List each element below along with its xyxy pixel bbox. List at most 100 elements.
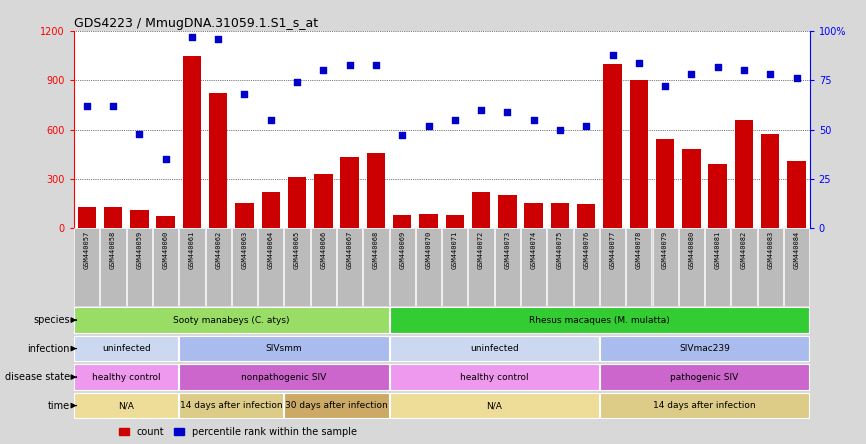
Text: Sooty manabeys (C. atys): Sooty manabeys (C. atys) (173, 316, 289, 325)
Bar (337, 228, 362, 306)
Text: GSM440075: GSM440075 (557, 230, 563, 269)
Text: GSM440080: GSM440080 (688, 230, 695, 269)
Bar (153, 228, 178, 306)
Text: SIVmac239: SIVmac239 (679, 344, 730, 353)
Text: GSM440077: GSM440077 (610, 230, 616, 269)
Point (711, 63, 725, 70)
Bar (604, 64, 622, 228)
Text: infection: infection (28, 344, 70, 353)
Point (211, 36, 225, 43)
Text: GSM440082: GSM440082 (741, 230, 747, 269)
Bar (787, 161, 805, 228)
Bar (551, 203, 569, 228)
Bar (600, 228, 625, 306)
Bar (494, 228, 520, 306)
Bar (179, 364, 389, 390)
Text: N/A: N/A (119, 401, 134, 410)
Point (80, 103, 94, 110)
Point (632, 59, 646, 66)
Bar (705, 228, 730, 306)
Point (290, 79, 304, 86)
Point (158, 155, 172, 163)
Bar (630, 80, 648, 228)
Bar (446, 215, 464, 228)
Bar (130, 210, 149, 228)
Point (579, 122, 593, 129)
Text: GSM440069: GSM440069 (399, 230, 405, 269)
Bar (652, 228, 678, 306)
Legend: count, percentile rank within the sample: count, percentile rank within the sample (115, 423, 360, 440)
Bar (232, 228, 257, 306)
Bar (205, 228, 231, 306)
Bar (682, 149, 701, 228)
Bar (364, 228, 389, 306)
Text: 30 days after infection: 30 days after infection (285, 401, 388, 410)
Bar (209, 93, 228, 228)
Bar (236, 203, 254, 228)
Bar (393, 215, 411, 228)
Bar (626, 228, 651, 306)
Point (684, 71, 698, 78)
Bar (74, 393, 178, 418)
Bar (600, 336, 809, 361)
Text: pathogenic SIV: pathogenic SIV (670, 373, 739, 381)
Bar (547, 228, 572, 306)
Text: uninfected: uninfected (470, 344, 519, 353)
Text: GSM440081: GSM440081 (714, 230, 721, 269)
Point (553, 126, 567, 133)
Text: time: time (48, 400, 70, 411)
Point (763, 71, 777, 78)
Text: disease state: disease state (5, 372, 70, 382)
Point (527, 116, 540, 123)
Text: species: species (33, 315, 70, 325)
Bar (472, 192, 490, 228)
Bar (600, 364, 809, 390)
Bar (419, 214, 437, 228)
Text: nonpathogenic SIV: nonpathogenic SIV (242, 373, 326, 381)
Point (369, 61, 383, 68)
Bar (284, 228, 310, 306)
Bar (100, 228, 126, 306)
Text: GSM440084: GSM440084 (793, 230, 799, 269)
Bar (390, 336, 599, 361)
Text: GSM440057: GSM440057 (84, 230, 90, 269)
Point (316, 67, 330, 74)
Bar (314, 174, 333, 228)
Bar (390, 307, 809, 333)
Bar (732, 228, 757, 306)
Point (448, 116, 462, 123)
Text: GSM440074: GSM440074 (531, 230, 537, 269)
Text: uninfected: uninfected (102, 344, 151, 353)
Bar (390, 364, 599, 390)
Bar (600, 393, 809, 418)
Text: GDS4223 / MmugDNA.31059.1.S1_s_at: GDS4223 / MmugDNA.31059.1.S1_s_at (74, 17, 318, 30)
Bar (525, 202, 543, 228)
Text: 14 days after infection: 14 days after infection (180, 401, 282, 410)
Bar (573, 228, 599, 306)
Point (264, 116, 278, 123)
Bar (577, 204, 596, 228)
Point (185, 33, 199, 40)
Bar (784, 228, 809, 306)
Bar (443, 228, 468, 306)
Bar (179, 336, 389, 361)
Bar (679, 228, 704, 306)
Point (737, 67, 751, 74)
Bar (157, 216, 175, 228)
Bar (74, 364, 178, 390)
Text: GSM440072: GSM440072 (478, 230, 484, 269)
Bar (311, 228, 336, 306)
Text: GSM440076: GSM440076 (584, 230, 589, 269)
Bar (390, 393, 599, 418)
Bar (74, 228, 100, 306)
Bar (366, 153, 385, 228)
Bar (340, 158, 359, 228)
Bar (284, 393, 389, 418)
Bar (183, 56, 201, 228)
Text: GSM440064: GSM440064 (268, 230, 274, 269)
Text: GSM440073: GSM440073 (504, 230, 510, 269)
Bar (498, 195, 517, 228)
Point (107, 103, 120, 110)
Text: GSM440062: GSM440062 (216, 230, 221, 269)
Text: Rhesus macaques (M. mulatta): Rhesus macaques (M. mulatta) (529, 316, 669, 325)
